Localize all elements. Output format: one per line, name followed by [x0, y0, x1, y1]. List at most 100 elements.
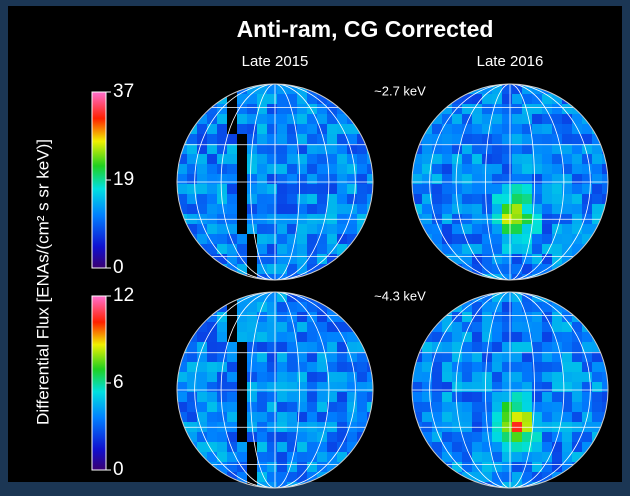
pixel — [307, 402, 318, 413]
pixel — [317, 104, 328, 115]
pixel — [217, 114, 228, 125]
pixel — [307, 184, 318, 195]
pixel — [562, 322, 573, 333]
pixel — [217, 392, 228, 403]
pixel — [237, 174, 248, 185]
pixel — [482, 402, 493, 413]
pixel — [227, 204, 238, 215]
pixel — [337, 392, 348, 403]
pixel — [592, 164, 603, 175]
pixel — [197, 184, 208, 195]
pixel — [277, 372, 288, 383]
pixel — [257, 114, 268, 125]
pixel — [502, 264, 513, 275]
pixel — [492, 352, 503, 363]
pixel — [422, 352, 433, 363]
pixel — [327, 332, 338, 343]
pixel — [237, 352, 248, 363]
pixel — [337, 184, 348, 195]
pixel — [482, 204, 493, 215]
pixel — [462, 104, 473, 115]
pixel — [592, 184, 603, 195]
pixel — [582, 372, 593, 383]
pixel — [582, 144, 593, 155]
pixel — [227, 412, 238, 423]
pixel — [207, 194, 218, 205]
pixel — [197, 164, 208, 175]
pixel — [432, 332, 443, 343]
pixel — [502, 332, 513, 343]
pixel — [227, 382, 238, 393]
pixel — [592, 392, 603, 403]
pixel — [267, 114, 278, 125]
pixel — [237, 392, 248, 403]
pixel — [267, 154, 278, 165]
pixel — [462, 184, 473, 195]
pixel — [277, 452, 288, 463]
pixel — [257, 392, 268, 403]
pixel — [572, 362, 583, 373]
pixel — [357, 392, 368, 403]
pixel — [532, 174, 543, 185]
pixel — [227, 342, 238, 353]
pixel — [512, 362, 523, 373]
pixel — [237, 204, 248, 215]
pixel — [257, 224, 268, 235]
pixel — [512, 204, 523, 215]
pixel — [502, 184, 513, 195]
pixel — [472, 402, 483, 413]
pixel — [542, 332, 553, 343]
pixel — [337, 144, 348, 155]
pixel — [572, 352, 583, 363]
pixel — [492, 322, 503, 333]
pixel — [187, 204, 198, 215]
pixel — [247, 392, 258, 403]
pixel — [562, 134, 573, 145]
pixel — [582, 224, 593, 235]
pixel — [462, 382, 473, 393]
pixel — [562, 234, 573, 245]
pixel — [287, 362, 298, 373]
pixel — [347, 164, 358, 175]
pixel — [357, 402, 368, 413]
pixel — [247, 164, 258, 175]
pixel — [532, 234, 543, 245]
pixel — [347, 382, 358, 393]
pixel — [572, 174, 583, 185]
pixel — [197, 392, 208, 403]
pixel — [207, 134, 218, 145]
pixel — [502, 104, 513, 115]
pixel — [482, 254, 493, 265]
pixel — [327, 224, 338, 235]
pixel — [307, 124, 318, 135]
pixel — [582, 164, 593, 175]
pixel — [502, 392, 513, 403]
pixel — [522, 362, 533, 373]
pixel — [267, 264, 278, 275]
pixel — [217, 124, 228, 135]
pixel — [357, 382, 368, 393]
pixel — [227, 402, 238, 413]
pixel — [267, 452, 278, 463]
pixel — [482, 164, 493, 175]
pixel — [592, 402, 603, 413]
pixel — [357, 362, 368, 373]
pixel — [307, 362, 318, 373]
title: Anti-ram, CG Corrected — [237, 16, 494, 42]
pixel — [462, 204, 473, 215]
pixel — [297, 184, 308, 195]
pixel — [297, 452, 308, 463]
pixel — [257, 154, 268, 165]
pixel — [482, 332, 493, 343]
pixel — [267, 362, 278, 373]
pixel — [452, 392, 463, 403]
pixel — [287, 412, 298, 423]
pixel — [542, 204, 553, 215]
pixel — [257, 382, 268, 393]
pixel — [287, 392, 298, 403]
pixel — [297, 432, 308, 443]
pixel — [482, 174, 493, 185]
pixel — [452, 234, 463, 245]
colorbar — [92, 296, 106, 470]
pixel — [297, 234, 308, 245]
